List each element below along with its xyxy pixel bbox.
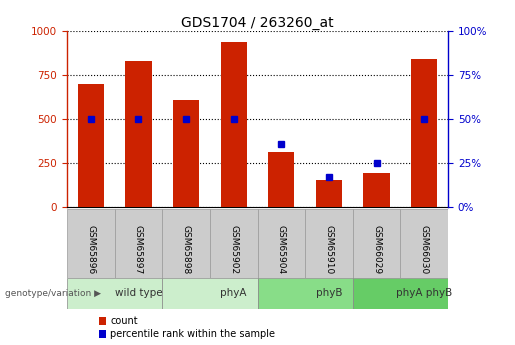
Bar — [305, 209, 353, 278]
Bar — [411, 59, 437, 207]
Bar — [258, 209, 305, 278]
Bar — [67, 209, 115, 278]
Text: phyA phyB: phyA phyB — [396, 288, 452, 298]
Bar — [220, 42, 247, 207]
Text: genotype/variation ▶: genotype/variation ▶ — [5, 289, 101, 298]
Text: GSM65898: GSM65898 — [182, 225, 191, 274]
Text: GSM65897: GSM65897 — [134, 225, 143, 274]
Bar — [210, 209, 258, 278]
Bar — [67, 278, 162, 309]
Legend: count, percentile rank within the sample: count, percentile rank within the sample — [97, 315, 276, 340]
Text: GSM65902: GSM65902 — [229, 225, 238, 274]
Text: phyA: phyA — [220, 288, 247, 298]
Bar — [268, 152, 295, 207]
Bar — [353, 209, 401, 278]
Bar — [173, 100, 199, 207]
Bar — [258, 278, 353, 309]
Text: GSM65910: GSM65910 — [324, 225, 333, 274]
Text: GSM65896: GSM65896 — [87, 225, 95, 274]
Bar — [316, 180, 342, 207]
Text: wild type: wild type — [115, 288, 162, 298]
Text: GSM65904: GSM65904 — [277, 225, 286, 274]
Bar — [401, 209, 448, 278]
Bar — [162, 278, 258, 309]
Bar — [125, 61, 151, 207]
Bar — [78, 84, 104, 207]
Text: phyB: phyB — [316, 288, 342, 298]
Bar — [353, 278, 448, 309]
Bar — [364, 173, 390, 207]
Text: GSM66030: GSM66030 — [420, 225, 428, 274]
Bar — [162, 209, 210, 278]
Title: GDS1704 / 263260_at: GDS1704 / 263260_at — [181, 16, 334, 30]
Bar — [114, 209, 162, 278]
Text: GSM66029: GSM66029 — [372, 225, 381, 274]
